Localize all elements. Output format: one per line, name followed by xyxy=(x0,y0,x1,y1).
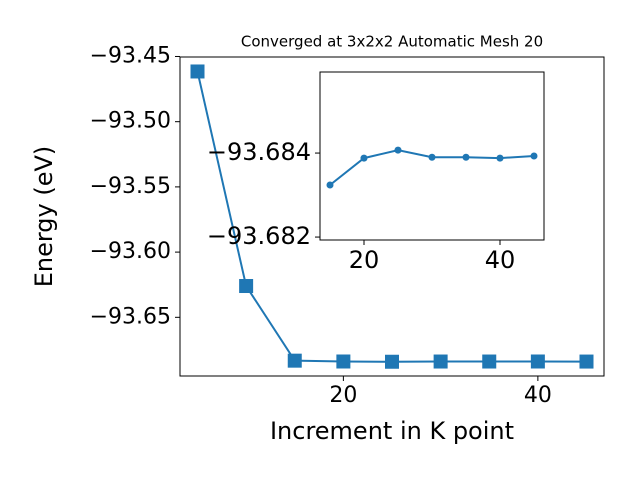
y-tick-label: −93.60 xyxy=(90,239,171,264)
y-tick-label: −93.65 xyxy=(90,304,171,329)
y-tick-label: −93.45 xyxy=(90,43,171,68)
marker xyxy=(360,154,368,162)
x-tick-label: 40 xyxy=(485,246,516,274)
y-tick-label: −93.50 xyxy=(90,109,171,134)
marker xyxy=(579,354,594,369)
marker xyxy=(482,354,497,369)
marker xyxy=(428,153,436,161)
y-tick-label: −93.55 xyxy=(90,174,171,199)
x-tick-label: 20 xyxy=(349,246,380,274)
marker xyxy=(326,181,334,189)
marker xyxy=(530,354,545,369)
x-tick-label: 40 xyxy=(524,383,552,408)
marker xyxy=(385,354,399,369)
marker xyxy=(287,353,302,368)
x-axis-label: Increment in K point xyxy=(270,417,514,445)
y-tick-label: −93.684 xyxy=(207,138,311,166)
marker xyxy=(336,354,351,369)
y-axis-label: Energy (eV) xyxy=(30,146,58,288)
marker xyxy=(530,152,538,160)
marker xyxy=(394,146,402,154)
x-tick-label: 20 xyxy=(329,383,357,408)
marker xyxy=(496,154,504,162)
marker xyxy=(433,354,448,369)
chart-title: Converged at 3x2x2 Automatic Mesh 20 xyxy=(241,33,543,51)
marker xyxy=(462,153,470,161)
y-tick-label: −93.682 xyxy=(207,222,311,250)
marker xyxy=(239,279,254,294)
marker xyxy=(190,64,205,79)
